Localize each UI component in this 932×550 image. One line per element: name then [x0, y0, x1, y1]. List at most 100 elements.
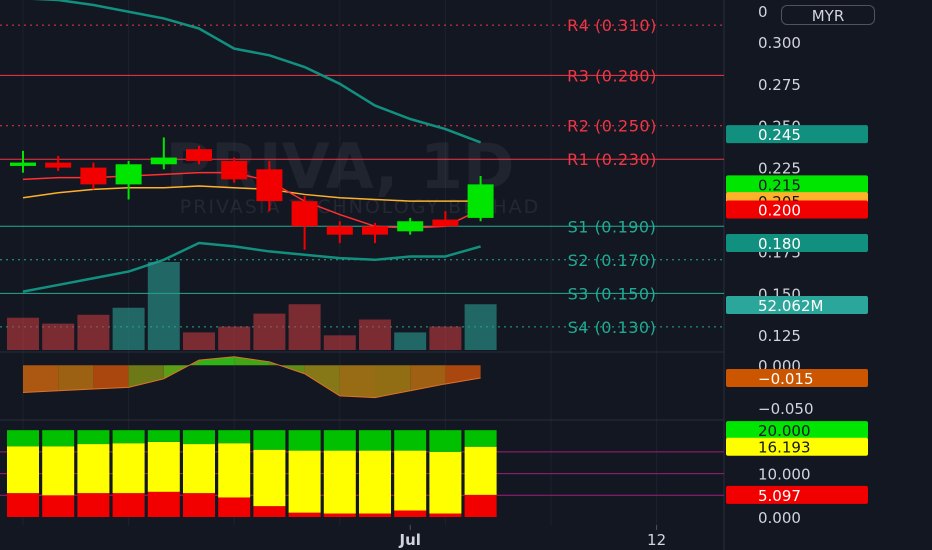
price-badge-bg: [726, 234, 868, 253]
stack-segment-yellow: [429, 451, 462, 514]
oscillator-area-segment: [58, 365, 94, 391]
candle-body-bear: [291, 201, 318, 227]
candle-body-bull: [150, 157, 177, 165]
stack-segment-yellow: [359, 450, 391, 514]
oscillator-badge: −0.015: [758, 370, 814, 388]
stack-segment-red: [394, 510, 427, 517]
stack-segment-yellow: [323, 450, 356, 514]
stack-segment-yellow: [464, 446, 497, 495]
stack-badge: 16.193: [758, 439, 811, 457]
stack-segment-red: [288, 512, 321, 517]
stack-badge-bg: [726, 437, 868, 456]
stack-segment-red: [183, 493, 215, 517]
price-badge-bg: [726, 125, 868, 144]
stack-segment-green: [323, 430, 356, 451]
stack-segment-green: [288, 430, 321, 451]
currency-selector[interactable]: MYR: [781, 5, 875, 25]
stacked-pane: 10.000 0.000: [0, 430, 811, 527]
pivot-levels: R4 (0.310) R3 (0.280) R2 (0.250) R1 (0.230)…: [0, 16, 724, 337]
stack-segment-green: [394, 430, 427, 451]
stack-segment-yellow: [253, 449, 286, 507]
stack-segment-red: [112, 493, 145, 517]
candle-body-bear: [326, 226, 353, 235]
volume-bar: [359, 319, 391, 350]
oscillator-area-segment: [93, 365, 129, 390]
stack-tick: 0.000: [758, 509, 801, 527]
candle-body-bull: [397, 221, 424, 232]
stack-segment-yellow: [183, 444, 215, 494]
level-label: S2 (0.170): [568, 251, 657, 270]
stack-segment-yellow: [42, 446, 75, 496]
level-label: S3 (0.150): [568, 284, 657, 303]
price-badges: 0.2450.2150.2050.2000.18052.062M−0.01520…: [726, 125, 868, 505]
price-axis-top-stub: 0: [758, 3, 768, 21]
stack-segment-red: [323, 513, 356, 517]
stack-segment-green: [7, 430, 39, 447]
volume-bar: [42, 323, 75, 350]
stack-segment-green: [77, 430, 110, 445]
oscillator-area-segment: [128, 365, 164, 388]
stack-segment-green: [429, 430, 462, 452]
oscillator-area-segment: [375, 365, 411, 398]
oscillator-line: [22, 356, 481, 399]
stack-segment-red: [253, 506, 286, 517]
stack-segment-green: [218, 430, 251, 444]
stack-segment-green: [42, 430, 75, 447]
candle-body-bear: [45, 162, 72, 168]
candle-body-bull: [10, 162, 36, 166]
candle-body-bear: [432, 219, 459, 227]
stack-segment-red: [147, 491, 180, 517]
oscillator-badge-bg: [726, 368, 868, 387]
ma-long-line: [22, 185, 481, 202]
level-label: S1 (0.190): [568, 217, 657, 236]
stack-segment-green: [464, 430, 497, 447]
volume-bar: [429, 326, 462, 350]
volume-bar: [323, 335, 356, 350]
level-label: R2 (0.250): [567, 117, 657, 136]
price-tick: 0.275: [758, 76, 801, 94]
oscillator-area-segment: [410, 365, 446, 391]
level-label: S4 (0.130): [568, 318, 657, 337]
watermark-symbol: PRIVA, 1D: [166, 130, 515, 203]
price-badge: 0.200: [758, 202, 801, 220]
volume-bar: [288, 304, 321, 350]
oscillator-area-segment: [304, 365, 340, 396]
oscillator-tick: −0.050: [758, 400, 814, 418]
candle-body-bull: [115, 164, 142, 185]
volume-bar: [218, 326, 251, 350]
time-tick-label: Jul: [398, 531, 420, 549]
stack-segment-red: [7, 493, 39, 517]
volume-bar: [147, 262, 180, 350]
candle-body-bear: [186, 149, 212, 161]
time-tick-label: 12: [647, 531, 666, 549]
stack-badge: 20.000: [758, 422, 811, 440]
oscillator-pane: 0.000−0.050: [22, 356, 814, 418]
volume-bar: [7, 317, 39, 350]
volume-bar: [394, 332, 427, 350]
stack-segment-yellow: [7, 446, 39, 494]
stack-badge-bg: [726, 421, 868, 440]
stack-segment-green: [183, 430, 215, 445]
volume-bars: [7, 262, 497, 350]
oscillator-area-segment: [199, 356, 235, 366]
volume-badge: 52.062M: [758, 297, 823, 315]
candle-body-bear: [256, 169, 283, 202]
grid-lines: [0, 0, 725, 550]
stack-segment-yellow: [112, 443, 145, 494]
volume-bar: [253, 313, 286, 350]
stack-segment-yellow: [218, 443, 251, 498]
price-badge-bg: [726, 175, 868, 194]
lower-band-line: [22, 241, 481, 293]
volume-bar: [112, 307, 145, 350]
stack-badge: 5.097: [758, 487, 801, 505]
volume-bar: [77, 314, 110, 350]
oscillator-area-segment: [339, 365, 375, 398]
stack-segment-red: [77, 493, 110, 517]
candle-body-bear: [362, 226, 388, 235]
candlesticks: [10, 137, 494, 250]
stack-segment-yellow: [147, 441, 180, 492]
volume-bar: [464, 304, 497, 350]
time-axis[interactable]: Jul 12: [398, 525, 666, 549]
